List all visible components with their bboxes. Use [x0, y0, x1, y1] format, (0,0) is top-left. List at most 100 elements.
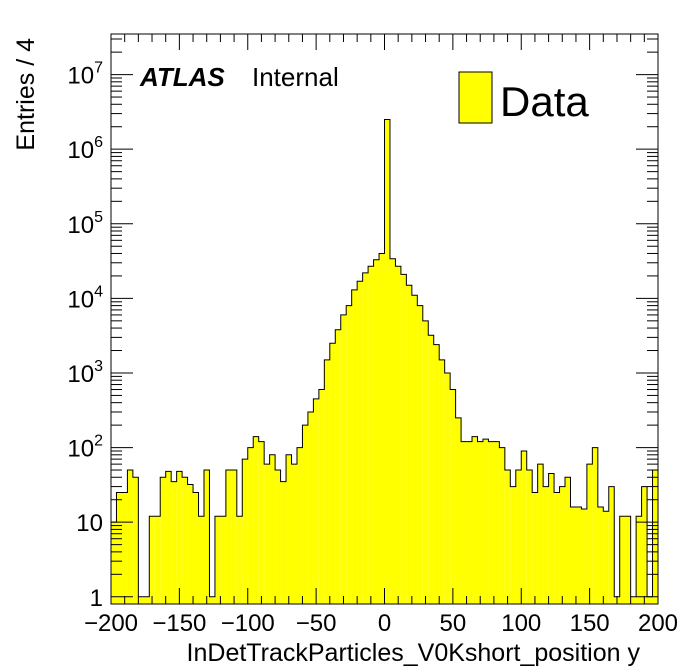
x-tick-label: −150 — [152, 610, 206, 637]
histogram-bar — [182, 477, 188, 604]
y-tick-label: 105 — [67, 209, 103, 239]
histogram-bar — [335, 329, 341, 604]
histogram-bar — [603, 511, 609, 604]
x-tick-label: 200 — [638, 610, 678, 637]
x-tick-label: 0 — [378, 610, 391, 637]
y-tick-label: 106 — [67, 134, 103, 164]
histogram-bar — [482, 439, 489, 604]
histogram-bar — [193, 492, 199, 604]
histogram-bar — [477, 441, 483, 604]
x-tick-label: −50 — [296, 610, 337, 637]
histogram-bar — [384, 119, 390, 605]
y-tick-label: 102 — [67, 433, 103, 463]
histogram-bar — [636, 516, 642, 604]
histogram-bar — [269, 454, 276, 604]
histogram-bar — [154, 516, 161, 604]
histogram-bar — [225, 470, 232, 604]
histogram-bar — [641, 486, 648, 604]
histogram-bar — [138, 596, 144, 604]
histogram-bar — [209, 596, 215, 604]
histogram-bar — [515, 470, 522, 604]
histogram-bar — [275, 470, 281, 604]
histogram-bar — [171, 481, 177, 604]
histogram-bar — [499, 447, 505, 604]
histogram-bar — [187, 484, 194, 604]
histogram-bar — [504, 470, 511, 604]
y-tick-label: 107 — [67, 60, 103, 90]
histogram-bar — [231, 470, 237, 604]
histogram-bar — [433, 344, 440, 604]
histogram-bar — [625, 516, 631, 604]
histogram-bar — [351, 289, 358, 604]
histogram-bar — [247, 447, 254, 604]
x-tick-label: 150 — [570, 610, 610, 637]
histogram-bar — [313, 398, 319, 604]
histogram-bar — [411, 295, 418, 604]
histogram-bar — [400, 274, 407, 604]
histogram-bar — [264, 464, 270, 604]
histogram-bar — [307, 411, 314, 604]
histogram-bar — [302, 425, 308, 604]
histogram-bar — [559, 486, 566, 604]
histogram-bar — [543, 486, 549, 604]
histogram-bar — [160, 477, 166, 604]
legend-label: Data — [500, 78, 589, 125]
histogram-bar — [565, 477, 571, 604]
histogram-bar — [592, 447, 598, 604]
histogram-bar — [395, 266, 401, 604]
histogram-bar — [236, 516, 243, 604]
y-axis-tick-labels: 1 10 102 103 104 105 106 107 — [67, 60, 103, 612]
histogram-bar — [406, 285, 412, 604]
x-axis-ticks — [110, 34, 659, 604]
y-tick-label: 10 — [76, 510, 103, 537]
histogram-bar — [346, 305, 352, 604]
histogram-bar — [532, 492, 538, 604]
histogram-bar — [608, 486, 615, 604]
histogram-bar — [368, 266, 374, 604]
histogram-bar — [111, 522, 117, 604]
histogram-bar — [472, 436, 478, 604]
histogram-bar — [329, 343, 336, 604]
histogram-bar — [428, 335, 434, 604]
y-axis-ticks — [111, 38, 658, 598]
legend-swatch — [458, 71, 493, 124]
histogram-bar — [439, 359, 445, 604]
histogram-bar — [647, 596, 653, 604]
histogram-outline — [111, 118, 658, 598]
histogram-bar — [286, 454, 292, 604]
histogram-bar — [143, 596, 150, 604]
histogram-bar — [488, 441, 494, 604]
histogram-bar — [121, 492, 128, 604]
histogram-bar — [450, 389, 456, 604]
histogram-bar — [214, 516, 221, 604]
histogram-bar — [296, 447, 303, 604]
histogram-bar — [203, 470, 210, 604]
x-axis-tick-labels: −200 −150 −100 −50 0 50 100 150 200 — [84, 610, 678, 637]
internal-label: Internal — [252, 62, 339, 92]
y-tick-label: 103 — [67, 358, 103, 388]
histogram-bar — [357, 281, 363, 604]
histogram-bar — [597, 506, 604, 604]
histogram-bar — [521, 450, 527, 604]
histogram-bar — [581, 509, 587, 604]
histogram-bar — [373, 259, 380, 604]
histogram-bar — [198, 516, 204, 604]
histogram-bar — [630, 596, 637, 604]
histogram-bar — [461, 441, 467, 604]
histogram-bar — [242, 459, 248, 604]
histogram-bar — [362, 272, 369, 604]
histogram-bar — [318, 389, 325, 604]
histogram-bar — [537, 464, 544, 604]
histogram-bar — [379, 253, 385, 604]
y-tick-label: 1 — [90, 585, 103, 612]
histogram-bars — [111, 119, 658, 605]
histogram-bar — [127, 470, 133, 604]
y-axis-label: Entries / 4 — [12, 38, 40, 151]
histogram-bar — [493, 441, 500, 604]
x-tick-label: 50 — [440, 610, 467, 637]
histogram-bar — [132, 477, 139, 604]
histogram-bar — [510, 486, 516, 604]
histogram-bar — [324, 359, 330, 604]
histogram-bar — [176, 471, 183, 604]
histogram-bar — [444, 372, 451, 604]
